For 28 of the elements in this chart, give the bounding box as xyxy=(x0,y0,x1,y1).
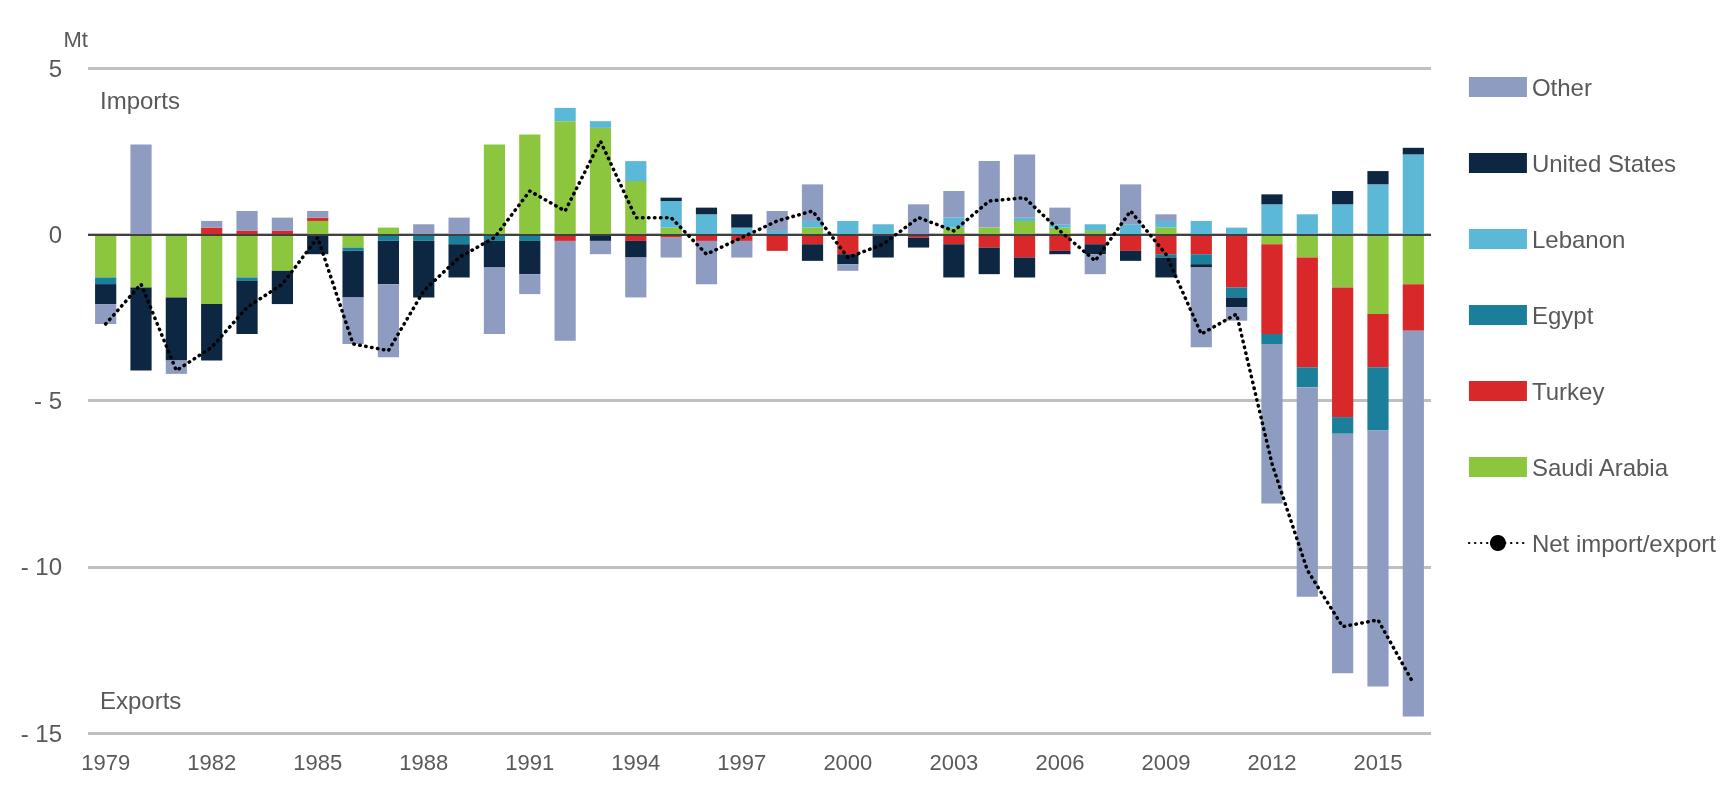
x-tick-label: 1979 xyxy=(81,749,131,775)
y-tick-label: - 5 xyxy=(33,387,62,414)
x-tick-label: 1997 xyxy=(717,749,767,775)
legend-label: Other xyxy=(1531,73,1592,101)
x-tick-label: 2006 xyxy=(1035,749,1085,775)
x-tick-label: 2003 xyxy=(929,749,979,775)
x-tick-label: 2000 xyxy=(823,749,873,775)
y-tick-label: - 15 xyxy=(20,719,62,747)
legend-label: Saudi Arabia xyxy=(1531,453,1669,481)
annotation: Imports xyxy=(100,86,181,114)
y-tick-label: - 10 xyxy=(20,553,62,581)
x-tick-label: 1982 xyxy=(187,749,237,775)
x-tick-label: 1985 xyxy=(293,749,343,775)
legend-label: Net import/export xyxy=(1531,529,1717,557)
x-tick-label: 1988 xyxy=(399,749,449,775)
legend-label: Lebanon xyxy=(1531,225,1626,253)
annotation: Exports xyxy=(100,686,182,714)
legend-label: Egypt xyxy=(1531,301,1594,329)
legend-label: Turkey xyxy=(1531,377,1605,405)
x-tick-label: 2009 xyxy=(1141,749,1191,775)
legend-label: United States xyxy=(1531,149,1677,177)
y-tick-label: 0 xyxy=(48,220,62,248)
y-axis-title: Mt xyxy=(63,26,88,52)
x-tick-label: 2015 xyxy=(1353,749,1403,775)
x-tick-label: 1991 xyxy=(505,749,555,775)
x-tick-label: 2012 xyxy=(1247,749,1297,775)
x-tick-label: 1994 xyxy=(611,749,661,775)
y-tick-label: 5 xyxy=(48,54,62,82)
